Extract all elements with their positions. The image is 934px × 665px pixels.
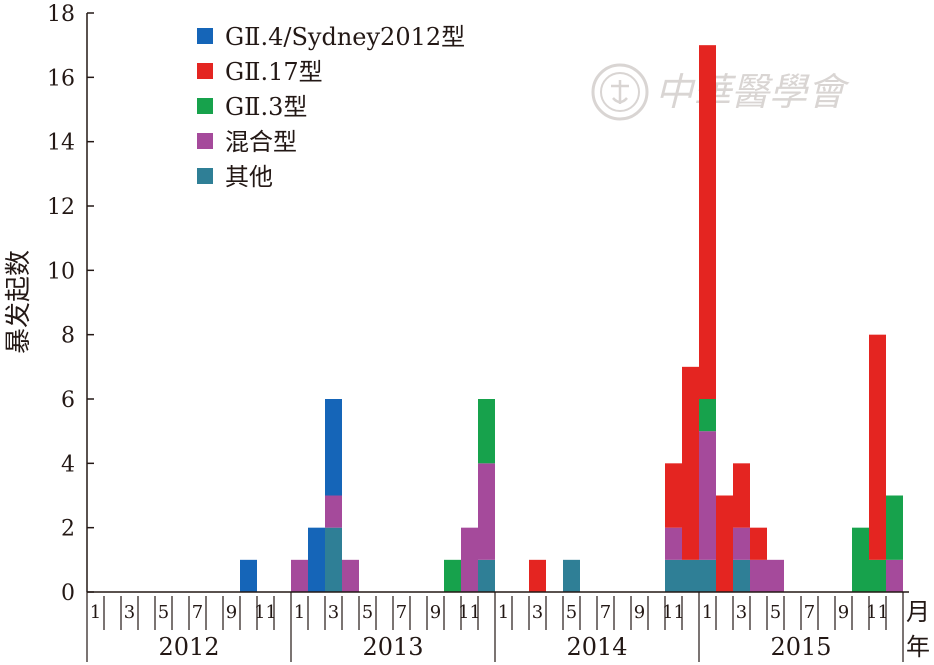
legend-entry: GⅡ.17型 <box>225 58 323 86</box>
watermark: 中華醫學會 <box>591 63 850 121</box>
watermark-text: 中華醫學會 <box>655 70 850 114</box>
legend-entry: 混合型 <box>225 128 297 156</box>
bar-2013-12-其他 <box>478 559 495 592</box>
month-tick-label: 1 <box>294 602 305 623</box>
legend-entry: GⅡ.3型 <box>225 93 307 121</box>
bar-2015-5-混合型 <box>767 559 784 592</box>
year-label-2012: 2012 <box>158 633 219 661</box>
month-tick-label: 7 <box>396 602 407 623</box>
bar-2013-10-GⅡ.3型 <box>444 559 461 592</box>
y-tick-label: 8 <box>61 324 75 349</box>
bar-2013-12-GⅡ.3型 <box>478 399 495 464</box>
bar-2015-1-其他 <box>699 559 716 592</box>
legend-entry: GⅡ.4/Sydney2012型 <box>225 23 465 51</box>
bar-2014-11-混合型 <box>665 527 682 560</box>
y-tick-label: 16 <box>47 66 75 91</box>
month-tick-label: 1 <box>498 602 509 623</box>
bar-2014-12-其他 <box>682 559 699 592</box>
bar-2015-3-其他 <box>733 559 750 592</box>
month-tick-label: 11 <box>458 602 481 623</box>
y-tick-label: 18 <box>47 2 75 27</box>
month-unit-label: 月 <box>906 598 930 626</box>
month-tick-label: 11 <box>866 602 889 623</box>
month-tick-label: 3 <box>124 602 135 623</box>
bar-2013-12-混合型 <box>478 463 495 560</box>
legend-swatch <box>197 168 213 184</box>
month-tick-label: 7 <box>192 602 203 623</box>
bar-2015-11-GⅡ.3型 <box>869 559 886 592</box>
bar-2014-5-其他 <box>563 559 580 592</box>
year-label-2014: 2014 <box>566 633 627 661</box>
y-tick-label: 10 <box>47 259 75 284</box>
bar-2012-10-GⅡ.4/Sydney2012型 <box>240 559 257 592</box>
bar-2015-3-GⅡ.17型 <box>733 463 750 528</box>
month-tick-label: 1 <box>90 602 101 623</box>
y-tick-label: 14 <box>47 131 75 156</box>
bar-2015-12-GⅡ.3型 <box>886 495 903 560</box>
bar-2014-11-GⅡ.17型 <box>665 463 682 528</box>
month-tick-label: 9 <box>838 602 849 623</box>
legend-swatch <box>197 28 213 44</box>
month-tick-label: 3 <box>532 602 543 623</box>
y-tick-label: 4 <box>61 452 75 477</box>
bar-2015-1-GⅡ.3型 <box>699 399 716 432</box>
month-tick-label: 11 <box>254 602 277 623</box>
bars <box>240 45 903 592</box>
bar-2015-3-混合型 <box>733 527 750 560</box>
bar-2013-3-其他 <box>325 527 342 592</box>
bar-2014-12-GⅡ.17型 <box>682 366 699 560</box>
bar-2013-11-混合型 <box>461 527 478 592</box>
year-label-2015: 2015 <box>770 633 831 661</box>
month-tick-label: 7 <box>600 602 611 623</box>
bar-2013-1-混合型 <box>291 559 308 592</box>
seal-icon <box>591 63 649 121</box>
bar-2013-4-混合型 <box>342 559 359 592</box>
month-tick-label: 5 <box>566 602 577 623</box>
y-tick-label: 6 <box>61 388 75 413</box>
bar-2015-4-混合型 <box>750 559 767 592</box>
month-tick-label: 9 <box>634 602 645 623</box>
bar-2015-1-GⅡ.17型 <box>699 45 716 400</box>
bar-2013-3-GⅡ.4/Sydney2012型 <box>325 399 342 496</box>
y-tick-label: 2 <box>61 517 75 542</box>
bar-2014-11-其他 <box>665 559 682 592</box>
month-tick-label: 1 <box>702 602 713 623</box>
bar-2015-11-GⅡ.17型 <box>869 334 886 560</box>
bar-2014-3-GⅡ.17型 <box>529 559 546 592</box>
legend-entry: 其他 <box>225 163 273 191</box>
bar-2015-1-混合型 <box>699 431 716 560</box>
bar-2015-2-GⅡ.17型 <box>716 495 733 592</box>
month-tick-label: 11 <box>662 602 685 623</box>
bar-2015-4-GⅡ.17型 <box>750 527 767 560</box>
y-tick-label: 12 <box>47 195 75 220</box>
bar-2013-2-GⅡ.4/Sydney2012型 <box>308 527 325 592</box>
month-tick-label: 3 <box>736 602 747 623</box>
month-tick-label: 3 <box>328 602 339 623</box>
month-tick-label: 7 <box>804 602 815 623</box>
legend-swatch <box>197 98 213 114</box>
year-unit-label: 年 <box>906 633 930 661</box>
month-tick-label: 5 <box>362 602 373 623</box>
month-tick-label: 9 <box>226 602 237 623</box>
bar-2013-3-混合型 <box>325 495 342 528</box>
legend-swatch <box>197 63 213 79</box>
y-axis-label: 暴发起数 <box>4 250 34 354</box>
month-tick-label: 9 <box>430 602 441 623</box>
year-label-2013: 2013 <box>362 633 423 661</box>
legend-swatch <box>197 133 213 149</box>
bar-2015-10-GⅡ.3型 <box>852 527 869 592</box>
y-tick-label: 0 <box>61 581 75 606</box>
bar-2015-12-混合型 <box>886 559 903 592</box>
month-tick-label: 5 <box>158 602 169 623</box>
month-tick-label: 5 <box>770 602 781 623</box>
